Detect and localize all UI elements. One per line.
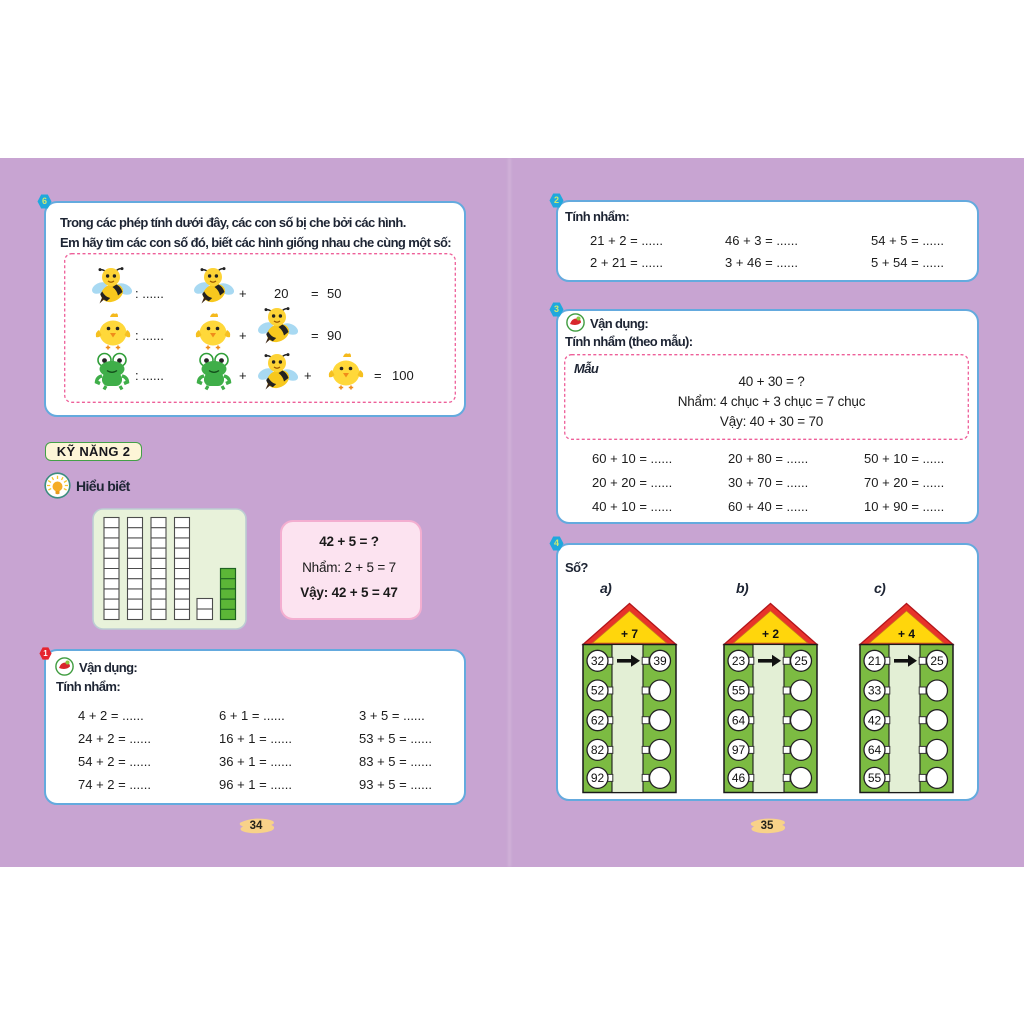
svg-text:97: 97 bbox=[732, 743, 746, 757]
svg-text:25: 25 bbox=[794, 654, 808, 668]
svg-text:21: 21 bbox=[868, 654, 882, 668]
svg-text:64: 64 bbox=[868, 743, 882, 757]
svg-text:82: 82 bbox=[591, 743, 605, 757]
svg-text:+ 7: + 7 bbox=[621, 627, 638, 641]
svg-text:64: 64 bbox=[732, 713, 746, 727]
svg-text:46: 46 bbox=[732, 771, 746, 785]
svg-text:23: 23 bbox=[732, 654, 746, 668]
svg-text:+ 4: + 4 bbox=[898, 627, 915, 641]
svg-text:39: 39 bbox=[653, 654, 667, 668]
svg-text:33: 33 bbox=[868, 684, 882, 698]
svg-text:25: 25 bbox=[930, 654, 944, 668]
svg-text:42: 42 bbox=[868, 713, 882, 727]
svg-text:62: 62 bbox=[591, 713, 605, 727]
svg-text:32: 32 bbox=[591, 654, 605, 668]
svg-text:55: 55 bbox=[732, 684, 746, 698]
svg-text:+ 2: + 2 bbox=[762, 627, 779, 641]
svg-text:55: 55 bbox=[868, 771, 882, 785]
svg-text:52: 52 bbox=[591, 684, 605, 698]
svg-text:92: 92 bbox=[591, 771, 605, 785]
